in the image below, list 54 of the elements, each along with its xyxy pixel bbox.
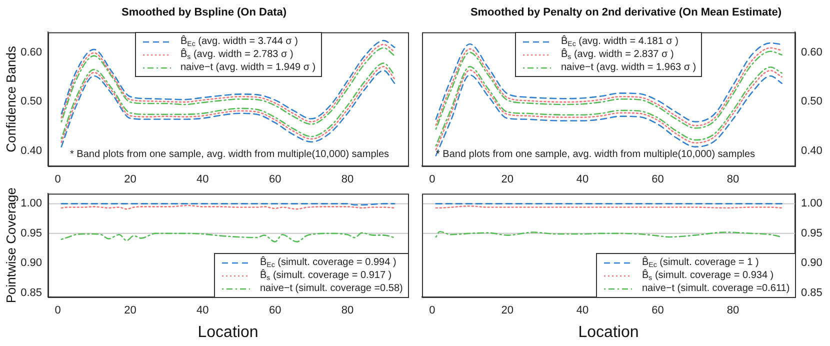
y-tick-label: 1.00 — [20, 198, 42, 210]
legend-label: naive−t (avg. width = 1.963 σ ) — [561, 61, 696, 74]
annotation: * Band plots from one sample, avg. width from multiple(10,000) samples — [70, 149, 390, 160]
y2-tick-label: 0.85 — [801, 286, 822, 299]
x-axis-title: Location — [198, 324, 258, 341]
y2-tick-label: 0.40 — [801, 144, 822, 157]
y-tick-label: 0.40 — [20, 144, 42, 157]
legend-label: B̂$_{Ec}$ (simult. coverage = 1 ) — [642, 256, 759, 269]
x-tick-label: 20 — [124, 174, 136, 186]
legend-label: B̂$_{s}$ (avg. width = 2.837 σ ) — [561, 48, 674, 62]
legend-label: B̂$_{s}$ (avg. width = 2.783 σ ) — [180, 48, 294, 62]
x-tick-label: 0 — [54, 174, 61, 186]
x-tick-label: 40 — [576, 174, 589, 186]
legend-label: B̂$_{s}$ (simult. coverage = 0.934 ) — [642, 269, 774, 282]
x-tick-label: 20 — [501, 304, 514, 317]
legend-label: B̂$_{Ec}$ (simult. coverage = 0.994 ) — [260, 256, 396, 269]
y-tick-label: 0.50 — [20, 96, 42, 108]
x-tick-label: 0 — [429, 304, 436, 317]
y-tick-label: 0.85 — [20, 286, 42, 299]
x-tick-label: 0 — [429, 174, 436, 186]
x-tick-label: 20 — [124, 304, 136, 317]
x-tick-label: 0 — [54, 304, 61, 317]
y-tick-label: 0.95 — [20, 227, 42, 240]
y-axis-title: Confidence Bands — [3, 45, 18, 152]
x-axis-title: Location — [578, 324, 639, 341]
x-tick-label: 80 — [341, 304, 354, 317]
annotation: * Band plots from one sample, avg. width from multiple(10,000) samples — [436, 149, 756, 160]
x-tick-label: 60 — [268, 174, 282, 186]
x-tick-label: 20 — [501, 174, 514, 186]
y2-tick-label: 0.90 — [801, 257, 822, 270]
chart-title: Smoothed by Penalty on 2nd derivative (On Mean Estimate) — [470, 6, 782, 19]
x-tick-label: 80 — [726, 304, 740, 317]
x-tick-label: 60 — [652, 174, 664, 186]
x-tick-label: 40 — [196, 304, 209, 317]
y2-tick-label: 0.95 — [801, 227, 822, 240]
legend-label: naive−t (simult. coverage =0.611) — [642, 282, 790, 295]
chart-title: Smoothed by Bspline (On Data) — [121, 6, 287, 19]
legend-label: naive−t (simult. coverage =0.58) — [260, 282, 403, 295]
x-tick-label: 60 — [652, 304, 664, 317]
x-tick-label: 80 — [726, 174, 740, 186]
y-tick-label: 0.60 — [20, 46, 42, 58]
legend-label: naive−t (avg. width = 1.949 σ ) — [180, 61, 316, 74]
legend-label: B̂$_{Ec}$ (avg. width = 3.744 σ ) — [180, 35, 298, 48]
x-tick-label: 40 — [196, 174, 209, 186]
legend-label: B̂$_{s}$ (simult. coverage = 0.917 ) — [260, 269, 392, 282]
x-tick-label: 40 — [576, 304, 589, 317]
x-tick-label: 60 — [268, 304, 282, 317]
y-tick-label: 0.90 — [20, 257, 42, 270]
y2-tick-label: 0.60 — [801, 46, 822, 58]
x-tick-label: 80 — [341, 174, 354, 186]
legend-label: B̂$_{Ec}$ (avg. width = 4.181 σ ) — [561, 35, 678, 48]
y2-tick-label: 1.00 — [801, 198, 822, 210]
y-axis-title: Pointwise Coverage — [3, 187, 18, 304]
y2-tick-label: 0.50 — [801, 96, 822, 108]
